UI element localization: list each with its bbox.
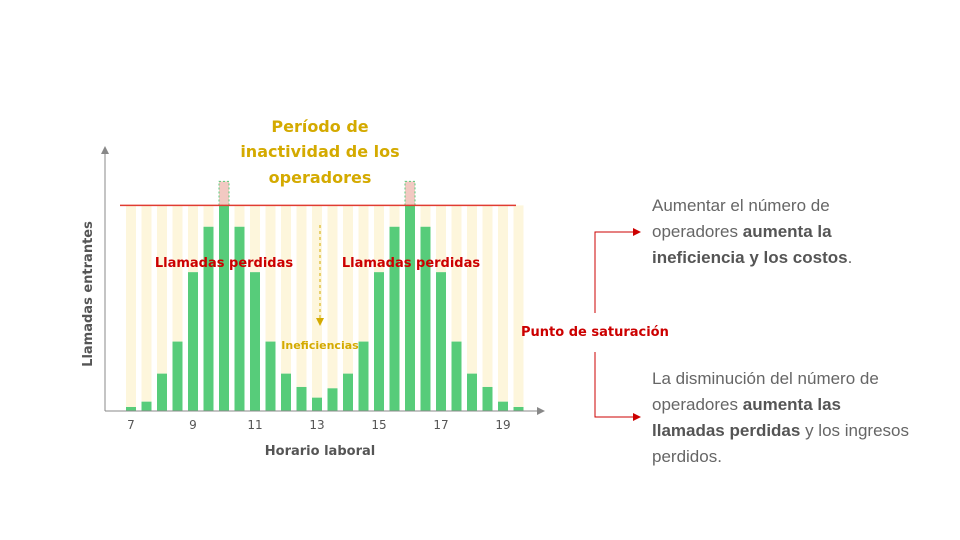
chart-title-line-1: Período de bbox=[271, 117, 368, 136]
inefficiency-bar bbox=[172, 205, 183, 342]
saturation-label: Punto de saturación bbox=[521, 325, 669, 340]
call-bar bbox=[172, 341, 183, 411]
call-bar bbox=[250, 272, 260, 411]
chart-title-line-2: inactividad de los bbox=[240, 142, 399, 161]
call-bar bbox=[126, 406, 136, 411]
inefficiency-bar bbox=[188, 205, 198, 273]
inefficiency-bars bbox=[126, 205, 524, 407]
note-text: . bbox=[847, 248, 853, 267]
x-tick-label: 15 bbox=[371, 418, 386, 432]
call-bar bbox=[498, 401, 508, 411]
inefficiency-bar bbox=[141, 205, 152, 402]
inefficiency-bar bbox=[157, 205, 167, 374]
call-bar bbox=[296, 386, 307, 411]
note-decrease-operators: La disminución del número de operadores … bbox=[652, 366, 912, 470]
inefficiency-bar bbox=[513, 205, 524, 407]
call-bar bbox=[141, 401, 152, 411]
inefficiency-bar bbox=[374, 205, 384, 273]
y-axis-title: Llamadas entrantes bbox=[81, 221, 96, 367]
call-bar bbox=[219, 205, 229, 411]
call-bar bbox=[203, 226, 214, 411]
connector-arrow-bottom bbox=[594, 352, 641, 421]
lost-call-bars bbox=[218, 180, 416, 206]
call-bar bbox=[188, 272, 198, 411]
inefficiency-bar bbox=[498, 205, 508, 402]
lost-call-bar bbox=[404, 180, 416, 206]
call-bar bbox=[436, 272, 446, 411]
inefficiency-bar bbox=[343, 205, 353, 374]
call-bar bbox=[482, 386, 493, 411]
lost-calls-label-left: Llamadas perdidas bbox=[155, 256, 294, 271]
note-text: Aumentar el número de operadores bbox=[652, 196, 830, 241]
call-bar bbox=[157, 373, 167, 411]
call-bar bbox=[405, 205, 415, 411]
inefficiency-bar bbox=[436, 205, 446, 273]
call-bar bbox=[281, 373, 291, 411]
note-text: La disminución del número de operadores bbox=[652, 369, 879, 414]
inefficiency-bar bbox=[389, 205, 400, 227]
call-bar bbox=[312, 397, 322, 411]
lost-calls-label-right: Llamadas perdidas bbox=[342, 256, 481, 271]
call-bar bbox=[265, 341, 276, 411]
x-tick-labels: 7 9 11 13 15 17 19 bbox=[127, 418, 510, 432]
x-axis-title: Horario laboral bbox=[265, 444, 375, 459]
x-tick-label: 11 bbox=[247, 418, 262, 432]
call-bar bbox=[467, 373, 477, 411]
call-bar bbox=[374, 272, 384, 411]
chart-title-line-3: operadores bbox=[269, 168, 372, 187]
call-bar bbox=[451, 341, 462, 411]
inefficiency-bar bbox=[420, 205, 431, 227]
call-bar bbox=[327, 388, 338, 411]
note-emphasis: aumenta las llamadas perdidas bbox=[652, 395, 841, 440]
inefficiency-bar bbox=[126, 205, 136, 407]
call-bar bbox=[358, 341, 369, 411]
x-tick-label: 7 bbox=[127, 418, 135, 432]
note-text: y los ingresos perdidos. bbox=[652, 421, 910, 466]
inefficiency-bar bbox=[281, 205, 291, 374]
inefficiency-bar bbox=[451, 205, 462, 342]
x-tick-label: 17 bbox=[433, 418, 448, 432]
inefficiency-bar bbox=[312, 205, 322, 398]
call-bar bbox=[389, 226, 400, 411]
inefficiency-bar bbox=[265, 205, 276, 342]
note-emphasis: aumenta la ineficiencia y los costos bbox=[652, 222, 848, 267]
inefficiency-bar bbox=[327, 205, 338, 389]
x-tick-label: 19 bbox=[495, 418, 510, 432]
inefficiency-bar bbox=[296, 205, 307, 387]
call-bar bbox=[343, 373, 353, 411]
note-increase-operators: Aumentar el número de operadores aumenta… bbox=[652, 193, 912, 271]
inefficiency-bar bbox=[482, 205, 493, 387]
inefficiency-bar bbox=[234, 205, 245, 227]
x-tick-label: 9 bbox=[189, 418, 197, 432]
lost-call-bar bbox=[218, 180, 230, 206]
call-bar bbox=[234, 226, 245, 411]
inefficiency-bar bbox=[203, 205, 214, 227]
call-bars bbox=[126, 205, 524, 411]
call-bar bbox=[420, 226, 431, 411]
inefficiency-bar bbox=[358, 205, 369, 342]
inefficiency-bar bbox=[467, 205, 477, 374]
call-bar bbox=[513, 406, 524, 411]
connector-arrow-top bbox=[594, 228, 641, 313]
inefficiency-bar bbox=[250, 205, 260, 273]
x-tick-label: 13 bbox=[309, 418, 324, 432]
inefficiencies-label: Ineficiencias bbox=[281, 339, 359, 352]
